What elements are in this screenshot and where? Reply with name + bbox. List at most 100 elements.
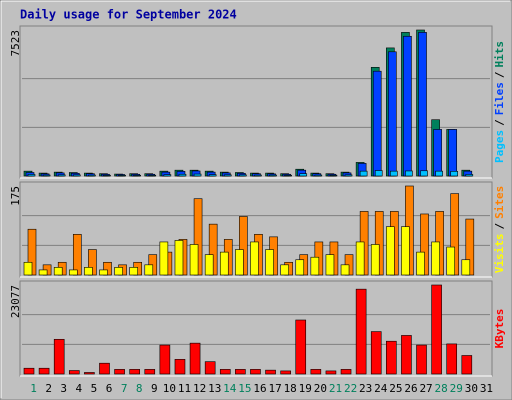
x-tick-label: 16 — [253, 382, 266, 395]
bar — [42, 174, 51, 177]
bar — [325, 370, 337, 375]
bar — [208, 174, 217, 177]
legend-entry: Hits — [493, 41, 506, 68]
bar — [250, 369, 261, 375]
bar — [446, 246, 456, 276]
legend: Visits / Sites — [493, 186, 506, 274]
x-tick-label: 30 — [465, 382, 478, 395]
bar — [265, 369, 276, 375]
bar — [372, 70, 382, 177]
bar — [403, 35, 412, 177]
bar — [27, 174, 36, 177]
legend-entry: Pages — [493, 130, 506, 163]
bar — [38, 269, 48, 276]
bar — [386, 340, 397, 375]
bar — [239, 174, 247, 177]
bar — [99, 362, 110, 375]
bar — [88, 174, 96, 177]
legend-separator: / — [493, 71, 506, 78]
bar — [280, 264, 289, 276]
x-tick-label: 4 — [76, 382, 83, 395]
bar — [163, 174, 172, 177]
bar — [193, 173, 202, 177]
bar — [159, 344, 171, 375]
x-tick-label: 8 — [136, 382, 143, 395]
bar — [204, 361, 216, 375]
bar — [68, 370, 80, 375]
bar — [355, 288, 367, 375]
x-tick-label: 12 — [193, 382, 206, 395]
bar — [299, 173, 308, 177]
bar — [144, 264, 154, 276]
bar — [416, 251, 425, 276]
bar — [370, 244, 380, 276]
bar — [450, 171, 459, 177]
bar — [295, 259, 305, 276]
bar — [344, 174, 353, 177]
bar — [72, 234, 82, 276]
legend-separator: / — [493, 223, 506, 230]
bar — [269, 174, 277, 177]
bar — [129, 267, 138, 276]
x-tick-label: 6 — [106, 382, 113, 395]
bar — [174, 240, 184, 276]
chart-title: Daily usage for September 2024 — [20, 8, 237, 22]
x-tick-label: 3 — [60, 382, 67, 395]
bar — [388, 51, 397, 177]
bar — [118, 174, 126, 177]
bar — [84, 267, 93, 276]
bar — [465, 174, 474, 177]
x-tick-label: 18 — [284, 382, 297, 395]
x-tick-label: 29 — [450, 382, 463, 395]
y-tick-label: 23077 — [9, 285, 22, 318]
bar — [57, 174, 66, 177]
panel — [19, 25, 493, 179]
bar — [23, 261, 33, 276]
bar — [68, 269, 78, 276]
x-tick-label: 5 — [91, 382, 98, 395]
bar — [219, 369, 231, 375]
legend-entry: Files — [493, 82, 506, 115]
bar — [99, 269, 108, 276]
x-tick-label: 23 — [359, 382, 372, 395]
bar — [431, 284, 442, 375]
bar — [295, 319, 307, 375]
bar — [114, 267, 123, 276]
bar — [84, 372, 95, 375]
bar — [405, 170, 413, 177]
bar — [204, 254, 214, 276]
x-tick-label: 19 — [299, 382, 312, 395]
bar — [148, 174, 157, 177]
bar — [219, 251, 229, 276]
legend: KBytes — [493, 309, 506, 349]
x-tick-label: 25 — [389, 382, 402, 395]
x-tick-label: 13 — [208, 382, 221, 395]
panel — [19, 280, 493, 377]
bar — [310, 369, 322, 375]
x-tick-label: 22 — [344, 382, 357, 395]
x-tick-label: 31 — [480, 382, 493, 395]
bar — [340, 369, 352, 375]
bar — [401, 335, 412, 375]
bar — [159, 241, 169, 276]
x-tick-label: 1 — [30, 382, 37, 395]
bar — [53, 338, 65, 375]
legend-entry: Visits — [493, 234, 506, 274]
x-tick-label: 20 — [314, 382, 327, 395]
bar — [265, 249, 274, 276]
legend-entry: KBytes — [493, 309, 506, 349]
bar — [235, 369, 246, 375]
x-tick-label: 24 — [374, 382, 388, 395]
x-tick-label: 14 — [223, 382, 237, 395]
bar — [72, 174, 81, 177]
legend-separator: / — [493, 119, 506, 126]
x-tick-label: 10 — [163, 382, 176, 395]
bar — [133, 174, 141, 177]
bar — [223, 174, 232, 177]
bar — [114, 369, 125, 375]
bar — [250, 241, 259, 276]
x-tick-label: 2 — [45, 382, 52, 395]
bar — [446, 343, 458, 375]
